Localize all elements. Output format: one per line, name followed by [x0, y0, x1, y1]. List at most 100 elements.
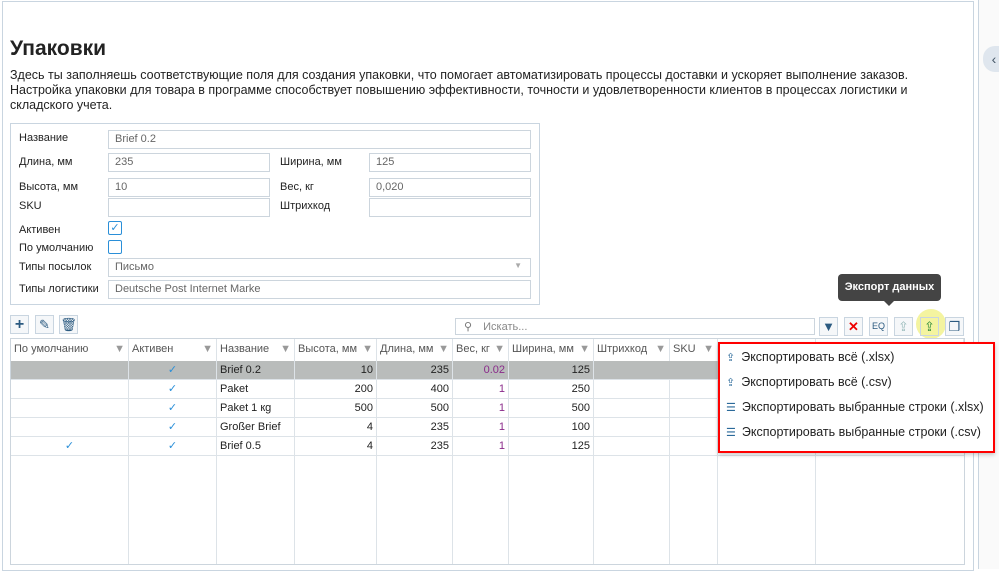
- filter-button[interactable]: ▼: [819, 317, 838, 336]
- height-input[interactable]: 10: [108, 178, 270, 197]
- cell-weight: 1: [453, 418, 509, 437]
- menu-item-export-selected-csv[interactable]: ☰ Экспортировать выбранные строки (.csv): [726, 425, 981, 439]
- cell-width: 500: [509, 399, 594, 418]
- search-placeholder: Искать...: [483, 321, 528, 333]
- logistics-input[interactable]: Deutsche Post Internet Marke: [108, 280, 531, 299]
- active-checkbox[interactable]: ✓: [108, 221, 122, 235]
- column-header-active[interactable]: Активен ▼: [129, 339, 217, 359]
- menu-item-export-selected-xlsx[interactable]: ☰ Экспортировать выбранные строки (.xlsx): [726, 400, 984, 414]
- copy-button[interactable]: ❐: [945, 317, 964, 336]
- filter-icon: ▼: [494, 343, 505, 355]
- cell-active: ✓: [129, 399, 217, 418]
- cell-name: Brief 0.5: [217, 437, 295, 456]
- column-header-sku[interactable]: SKU ▼: [670, 339, 718, 359]
- cell-default: [11, 399, 129, 418]
- cell-width: 125: [509, 437, 594, 456]
- column-header-length[interactable]: Длина, мм ▼: [377, 339, 453, 359]
- cell-width: 100: [509, 418, 594, 437]
- cell-height: 200: [295, 380, 377, 399]
- cell-length: 400: [377, 380, 453, 399]
- filter-icon: ▼: [114, 343, 125, 355]
- menu-item-export-all-xlsx[interactable]: ⇪ Экспортировать всё (.xlsx): [726, 350, 895, 364]
- column-header-weight[interactable]: Вес, кг ▼: [453, 339, 509, 359]
- column-header-width[interactable]: Ширина, мм ▼: [509, 339, 594, 359]
- cell-weight: 0.02: [453, 361, 509, 380]
- search-list-icon: EQ: [871, 321, 885, 331]
- width-label: Ширина, мм: [280, 156, 342, 168]
- export-menu: ⇪ Экспортировать всё (.xlsx) ⇪ Экспортиров…: [718, 342, 995, 453]
- default-label: По умолчанию: [19, 242, 94, 254]
- cell-weight: 1: [453, 437, 509, 456]
- upload-icon: ⇪: [726, 377, 736, 389]
- column-header-default[interactable]: По умолчанию ▼: [11, 339, 129, 359]
- filter-icon: ▼: [362, 343, 373, 355]
- search-input[interactable]: ⚲ Искать...: [455, 318, 815, 335]
- weight-input[interactable]: 0,020: [369, 178, 531, 197]
- edit-button[interactable]: ✎: [35, 315, 54, 334]
- table-row[interactable]: ✓ ✓ Brief 0.5 4 235 1 125: [11, 437, 964, 456]
- weight-label: Вес, кг: [280, 181, 314, 193]
- cell-default: [11, 361, 129, 380]
- menu-item-export-all-csv[interactable]: ⇪ Экспортировать всё (.csv): [726, 375, 892, 389]
- advanced-search-button[interactable]: EQ: [869, 317, 888, 336]
- list-indent-icon: ☰: [726, 427, 736, 439]
- default-checkbox[interactable]: [108, 240, 122, 254]
- length-input[interactable]: 235: [108, 153, 270, 172]
- plus-icon: +: [14, 316, 25, 333]
- cell-length: 235: [377, 418, 453, 437]
- cell-default: [11, 380, 129, 399]
- filter-icon: ▼: [280, 343, 291, 355]
- search-icon: ⚲: [464, 321, 476, 333]
- add-button[interactable]: +: [10, 315, 29, 334]
- upload-icon: ⇪: [726, 352, 736, 364]
- page-description: Здесь ты заполняешь соответствующие поля…: [10, 68, 909, 112]
- table-row[interactable]: ✓ Großer Brief 4 235 1 100: [11, 418, 964, 437]
- export-icon: ⇪: [924, 319, 935, 334]
- cell-active: ✓: [129, 418, 217, 437]
- cell-length: 235: [377, 437, 453, 456]
- parcel-types-select[interactable]: Письмо ▼: [108, 258, 531, 277]
- dropdown-arrow-icon: ▼: [514, 261, 522, 270]
- cell-height: 10: [295, 361, 377, 380]
- cell-weight: 1: [453, 380, 509, 399]
- barcode-label: Штрихкод: [280, 200, 331, 212]
- height-label: Высота, мм: [19, 181, 79, 193]
- cell-height: 500: [295, 399, 377, 418]
- delete-button[interactable]: 🗑: [59, 315, 78, 334]
- barcode-input[interactable]: [369, 198, 531, 217]
- close-icon: ✕: [848, 319, 859, 334]
- clear-filter-button[interactable]: ✕: [844, 317, 863, 336]
- filter-icon: ▼: [438, 343, 449, 355]
- table-row[interactable]: ✓ Paket 200 400 1 250: [11, 380, 964, 399]
- sku-label: SKU: [19, 200, 42, 212]
- cell-length: 500: [377, 399, 453, 418]
- import-button[interactable]: ⇪: [894, 317, 913, 336]
- name-input[interactable]: Brief 0.2: [108, 130, 531, 149]
- cell-active: ✓: [129, 380, 217, 399]
- collapse-panel-button[interactable]: ‹: [983, 46, 999, 72]
- name-label: Название: [19, 132, 69, 144]
- parcel-types-label: Типы посылок: [19, 261, 92, 273]
- column-header-name[interactable]: Название ▼: [217, 339, 295, 359]
- export-button[interactable]: ⇪: [920, 317, 939, 336]
- column-header-height[interactable]: Высота, мм ▼: [295, 339, 377, 359]
- column-header-barcode[interactable]: Штрихкод ▼: [594, 339, 670, 359]
- trash-icon: 🗑: [60, 317, 77, 332]
- cell-name: Großer Brief: [217, 418, 295, 437]
- table-row[interactable]: ✓ Paket 1 кg 500 500 1 500: [11, 399, 964, 418]
- cell-default: [11, 418, 129, 437]
- side-panel: [978, 0, 999, 569]
- cell-height: 4: [295, 418, 377, 437]
- cell-active: ✓: [129, 437, 217, 456]
- list-indent-icon: ☰: [726, 402, 736, 414]
- cell-width: 250: [509, 380, 594, 399]
- upload-icon: ⇪: [898, 319, 909, 334]
- copy-icon: ❐: [948, 319, 961, 334]
- filter-icon: ▼: [703, 343, 714, 355]
- parcel-types-value: Письмо: [115, 261, 154, 273]
- filter-icon: ▼: [579, 343, 590, 355]
- active-label: Активен: [19, 224, 61, 236]
- chevron-left-icon: ‹: [991, 51, 997, 67]
- sku-input[interactable]: [108, 198, 270, 217]
- width-input[interactable]: 125: [369, 153, 531, 172]
